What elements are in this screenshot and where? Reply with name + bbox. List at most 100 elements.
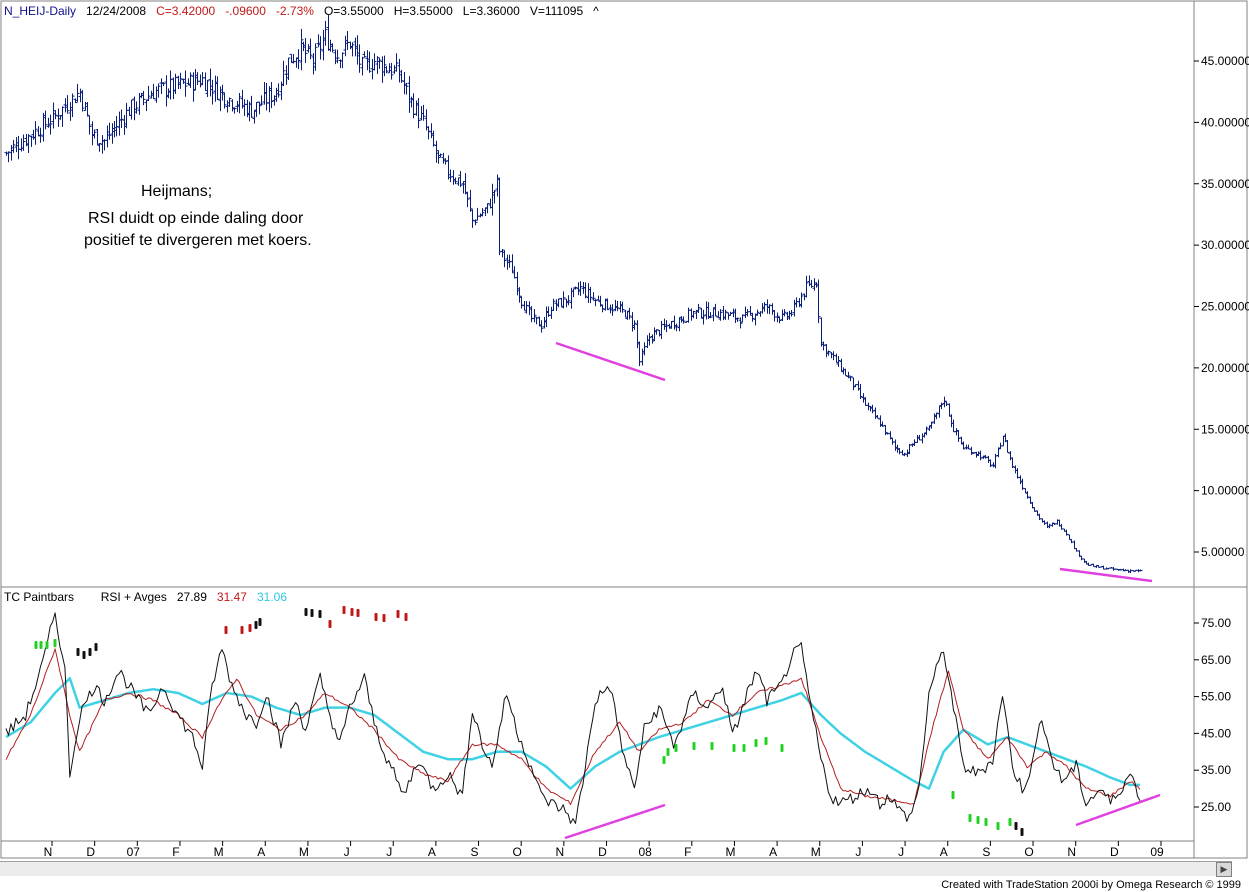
ohlc-bar	[242, 99, 247, 116]
ohlc-bar	[198, 74, 203, 88]
ohlc-bar	[804, 275, 809, 298]
paintbar-marker	[76, 648, 80, 656]
ohlc-bar	[367, 51, 372, 73]
ohlc-bar	[193, 69, 198, 91]
ohlc-bar	[819, 317, 824, 347]
ohlc-bar	[95, 128, 100, 145]
ohlc-bar	[681, 316, 686, 324]
paintbar-marker	[82, 651, 86, 659]
ohlc-bar	[944, 401, 949, 407]
ohlc-bar	[588, 286, 593, 304]
x-axis-label: 09	[1150, 845, 1164, 859]
ohlc-bar	[708, 312, 713, 318]
paintbar-marker	[94, 643, 98, 651]
caret-icon[interactable]: ^	[593, 4, 599, 18]
paintbar-marker	[780, 744, 784, 752]
ohlc-bar	[765, 299, 770, 314]
ohlc-bar	[382, 55, 387, 77]
paintbar-marker	[328, 620, 332, 628]
ohlc-bar	[856, 380, 861, 391]
ohlc-bar	[19, 138, 24, 152]
rsi-line	[5, 612, 1141, 824]
ohlc-bar	[301, 41, 306, 52]
ohlc-bar	[166, 88, 171, 99]
ohlc-bar	[578, 281, 583, 296]
ohlc-bar	[939, 402, 944, 410]
paintbar-marker	[951, 791, 955, 799]
ohlc-bar	[743, 306, 748, 319]
ohlc-bar	[1138, 569, 1143, 572]
ohlc-bar	[237, 92, 242, 114]
ohlc-bar	[802, 293, 807, 301]
ohlc-bar	[171, 77, 176, 100]
paintbar-marker	[254, 621, 258, 629]
x-axis-label: N	[1067, 845, 1076, 859]
ohlc-bar	[878, 415, 883, 427]
ohlc-bar	[289, 53, 294, 64]
ohlc-bar	[97, 143, 102, 152]
ohlc-bar	[134, 101, 139, 114]
footer-credit: Created with TradeStation 2000i by Omega…	[941, 879, 1241, 891]
ohlc-bar	[53, 110, 58, 120]
ohlc-bar	[713, 303, 718, 317]
rsi-axis-label: 35.00	[1201, 763, 1231, 777]
ohlc-bar	[222, 92, 227, 109]
ohlc-bar	[220, 84, 225, 101]
ohlc-bar	[799, 292, 804, 308]
ohlc-bar	[600, 304, 605, 313]
ohlc-bar	[230, 99, 235, 112]
x-axis-label: M	[214, 845, 224, 859]
ohlc-bar	[711, 307, 716, 322]
x-axis-label: F	[684, 845, 691, 859]
ohlc-bar	[438, 153, 443, 158]
ohlc-bar	[407, 76, 412, 113]
rsi-axis-label: 65.00	[1201, 653, 1231, 667]
ohlc-bar	[934, 412, 939, 420]
annotation-line-2: RSI duidt op einde daling door	[88, 210, 304, 227]
ohlc-bar	[46, 117, 51, 128]
horizontal-scrollbar[interactable]	[0, 861, 1232, 876]
ohlc-bar	[416, 97, 421, 129]
paintbar-marker	[996, 822, 1000, 830]
ohlc-bar	[353, 37, 358, 57]
ohlc-bar	[321, 29, 326, 61]
ohlc-bar	[701, 309, 706, 325]
ohlc-bar	[267, 86, 272, 113]
scroll-right-button[interactable]: ▶	[1216, 862, 1232, 877]
x-axis-label: J	[386, 845, 392, 859]
ohlc-bar	[377, 57, 382, 69]
ohlc-bar	[75, 83, 80, 103]
ohlc-bar	[956, 430, 961, 442]
paintbar-marker	[692, 742, 696, 750]
ohlc-bar	[605, 298, 610, 311]
ohlc-bar	[929, 421, 934, 429]
ohlc-bar	[650, 334, 655, 344]
ohlc-bar	[392, 65, 397, 74]
ohlc-bar	[446, 155, 451, 180]
ohlc-bar	[129, 99, 134, 120]
price-axis-label: 35.00000	[1201, 177, 1249, 191]
ohlc-bar	[647, 332, 652, 346]
ohlc-bar	[1067, 534, 1072, 540]
ohlc-bar	[507, 254, 512, 268]
ohlc-bar	[632, 320, 637, 330]
ohlc-bar	[394, 53, 399, 72]
ohlc-bar	[203, 72, 208, 92]
ohlc-bar	[902, 452, 907, 457]
ohlc-bar	[966, 444, 971, 450]
annotation-line-1: Heijmans;	[141, 183, 213, 200]
ohlc-bar	[534, 316, 539, 325]
ohlc-bar	[350, 42, 355, 57]
ohlc-bar	[954, 428, 959, 436]
ohlc-bar	[397, 58, 402, 83]
ohlc-bar	[186, 78, 191, 86]
ohlc-bar	[502, 250, 507, 268]
ohlc-bar	[829, 352, 834, 359]
ohlc-bar	[215, 76, 220, 101]
ohlc-bar	[515, 271, 520, 296]
ohlc-bar	[843, 368, 848, 377]
x-axis-label: N	[556, 845, 565, 859]
ohlc-bar	[824, 344, 829, 358]
arrow-right-icon: ▶	[1220, 864, 1228, 874]
ohlc-bar	[573, 286, 578, 290]
